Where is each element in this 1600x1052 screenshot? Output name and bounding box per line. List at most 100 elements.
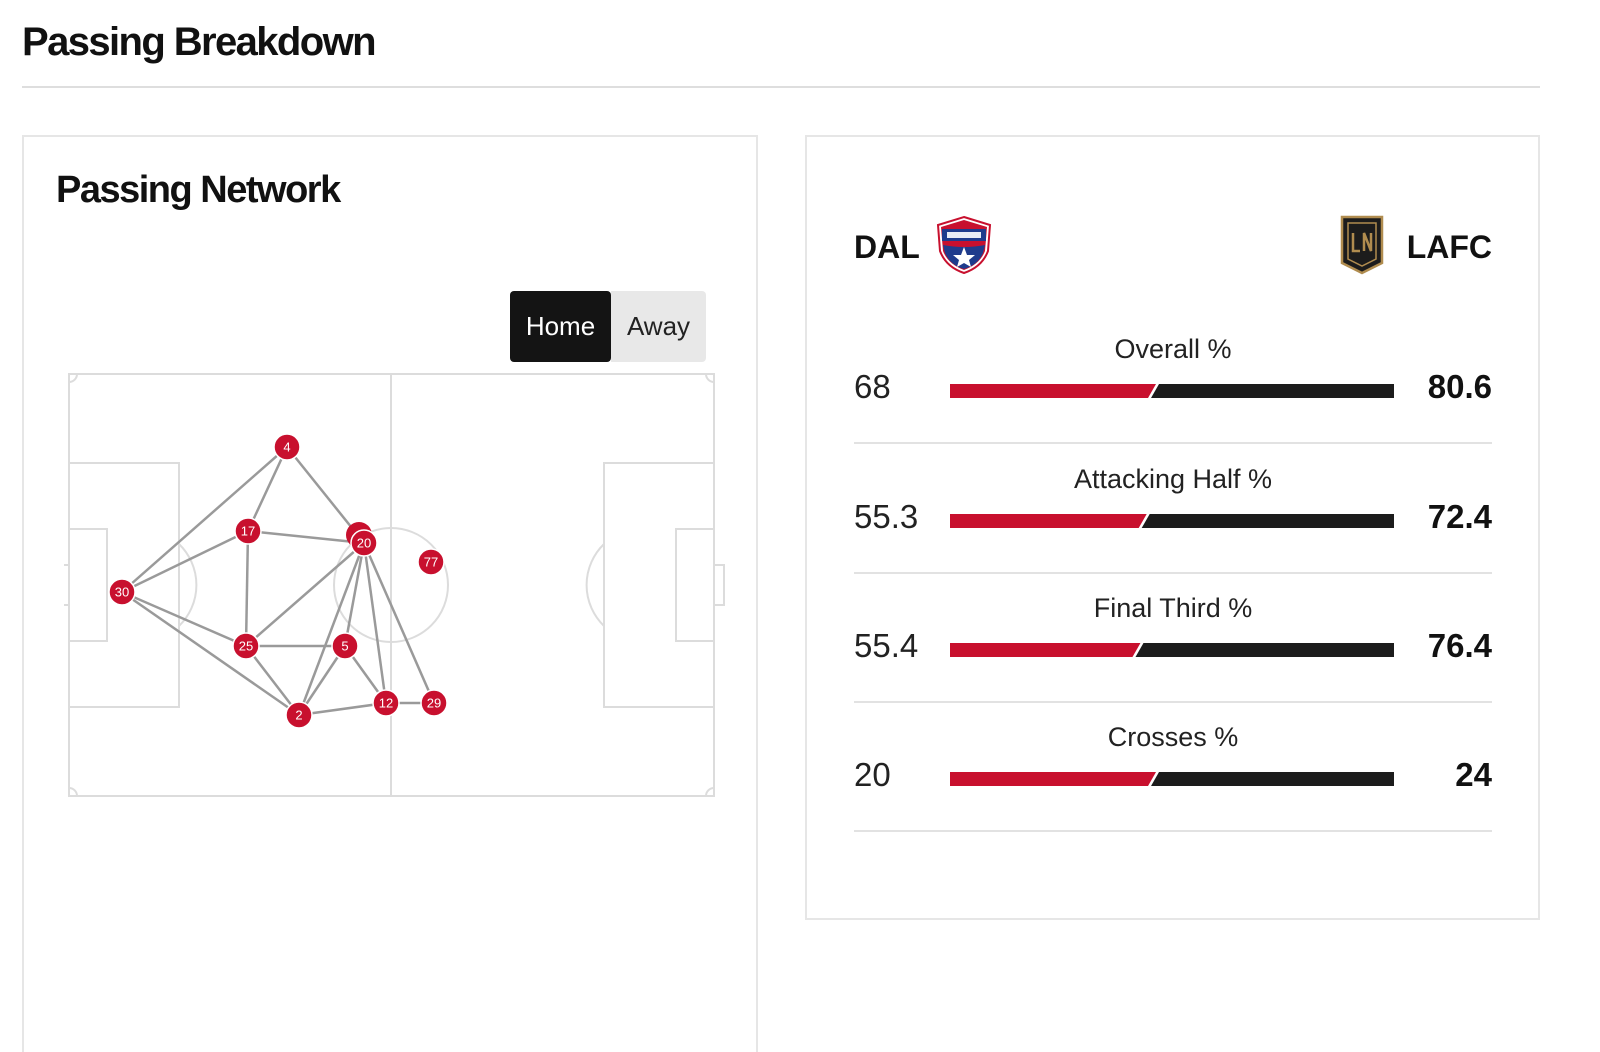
passing-network-pitch: 4 17 20 77 30 25 5 2 12 29 xyxy=(64,373,725,797)
pass-link xyxy=(246,446,289,532)
player-node[interactable]: 25 xyxy=(232,632,260,660)
pass-link xyxy=(121,529,249,594)
stat-row: Final Third % 55.4 76.4 xyxy=(854,574,1492,703)
player-node-circle xyxy=(417,548,445,576)
teams-header: DAL LAFC xyxy=(854,215,1492,277)
corner-arc xyxy=(705,373,715,383)
stat-home-value: 20 xyxy=(854,756,891,793)
player-node[interactable]: 29 xyxy=(420,689,448,717)
pass-link xyxy=(362,542,436,704)
right-six-yard-box xyxy=(675,528,715,642)
away-bar-segment xyxy=(1151,772,1394,786)
left-goal xyxy=(64,564,70,606)
corner-arc xyxy=(705,787,715,797)
stat-row: Attacking Half % 55.3 72.4 xyxy=(854,445,1492,574)
right-goal xyxy=(713,564,725,606)
pass-link xyxy=(244,530,250,647)
stat-home-value: 68 xyxy=(854,368,891,405)
away-bar-segment xyxy=(1135,643,1394,657)
player-number: 25 xyxy=(239,639,253,654)
passing-network-title: Passing Network xyxy=(56,169,341,211)
stat-away-value: 72.4 xyxy=(1427,498,1492,535)
center-circle xyxy=(333,527,449,643)
player-node[interactable]: 30 xyxy=(108,578,136,606)
stat-label: Crosses % xyxy=(1107,722,1239,752)
fc-dallas-crest-icon xyxy=(936,215,992,275)
player-number: 12 xyxy=(379,696,393,711)
pass-link xyxy=(343,542,366,647)
stat-comparison-bar xyxy=(950,514,1394,528)
player-number: 17 xyxy=(241,524,255,539)
player-node-circle xyxy=(285,701,313,729)
team-toggle: Home Away xyxy=(510,291,706,362)
passing-network-card: Passing Network Home Away 4 17 20 77 30 25 5 2 1… xyxy=(22,135,758,1052)
player-number: 5 xyxy=(341,639,348,654)
stat-home-value: 55.4 xyxy=(854,627,919,664)
right-penalty-arc xyxy=(585,543,605,627)
stat-label: Attacking Half % xyxy=(1073,464,1273,494)
away-toggle-button[interactable]: Away xyxy=(611,291,706,362)
pass-links xyxy=(121,446,436,717)
away-bar-segment xyxy=(1141,514,1394,528)
player-node[interactable]: 20 xyxy=(346,522,378,557)
home-bar-segment xyxy=(950,772,1157,786)
player-number: 30 xyxy=(115,585,129,600)
player-node-circle xyxy=(350,529,378,557)
away-bar-segment xyxy=(1151,384,1394,398)
pass-link xyxy=(121,446,288,593)
title-divider xyxy=(22,86,1540,88)
stat-comparison-bar xyxy=(950,772,1394,786)
player-node[interactable]: 77 xyxy=(417,548,445,576)
player-number: 2 xyxy=(295,708,302,723)
pitch-markings xyxy=(64,373,725,797)
player-node-circle xyxy=(420,689,448,717)
player-number: 20 xyxy=(357,536,371,551)
player-node[interactable]: 5 xyxy=(331,632,359,660)
page-title: Passing Breakdown xyxy=(22,20,377,64)
player-node-circle xyxy=(108,578,136,606)
stat-label: Final Third % xyxy=(1093,593,1253,623)
player-node-circle xyxy=(234,517,262,545)
pass-link xyxy=(121,590,247,648)
home-toggle-button[interactable]: Home xyxy=(510,291,611,362)
pass-link xyxy=(297,645,347,716)
stat-away-value: 80.6 xyxy=(1427,368,1492,405)
pass-link xyxy=(245,645,300,716)
left-six-yard-box xyxy=(68,528,108,642)
pass-link xyxy=(297,542,366,716)
player-nodes: 4 17 20 77 30 25 5 2 12 29 xyxy=(108,433,448,729)
pass-link xyxy=(298,701,387,717)
stat-away-value: 76.4 xyxy=(1427,627,1492,664)
right-penalty-box xyxy=(603,462,715,708)
away-team-code: LAFC xyxy=(1406,229,1492,265)
player-node-circle xyxy=(273,433,301,461)
player-number: 29 xyxy=(427,696,441,711)
home-bar-segment xyxy=(950,384,1157,398)
player-number: 4 xyxy=(283,440,290,455)
home-bar-segment xyxy=(950,643,1141,657)
player-node[interactable]: 2 xyxy=(285,701,313,729)
stat-comparison-bar xyxy=(950,643,1394,657)
pass-link xyxy=(247,529,365,545)
player-node[interactable]: 4 xyxy=(273,433,301,461)
stat-comparison-bar xyxy=(950,384,1394,398)
player-number: 77 xyxy=(424,555,438,570)
player-node-circle xyxy=(372,689,400,717)
passing-comparison-card: DAL LAFC Overall % 68 80.6 Attacking Half %… xyxy=(805,135,1540,920)
home-bar-segment xyxy=(950,514,1147,528)
pass-link xyxy=(245,542,365,647)
player-node[interactable]: 17 xyxy=(234,517,262,545)
pass-link xyxy=(121,590,300,717)
left-penalty-arc xyxy=(178,543,198,627)
stat-row: Crosses % 20 24 xyxy=(854,703,1492,832)
corner-arc xyxy=(68,373,78,383)
player-node-circle xyxy=(232,632,260,660)
stat-label: Overall % xyxy=(1114,334,1232,364)
pass-link xyxy=(362,542,388,704)
corner-arc xyxy=(68,787,78,797)
player-node-circle xyxy=(331,632,359,660)
stat-row: Overall % 68 80.6 xyxy=(854,315,1492,444)
player-node[interactable]: 12 xyxy=(372,689,400,717)
stat-away-value: 24 xyxy=(1455,756,1492,793)
home-team-code: DAL xyxy=(854,229,920,265)
